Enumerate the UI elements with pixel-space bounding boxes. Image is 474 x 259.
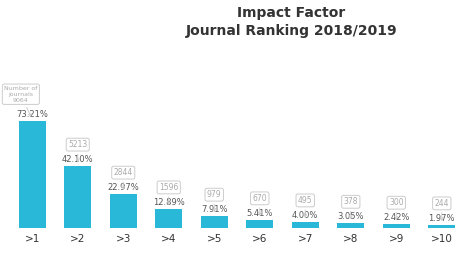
Text: 300: 300 — [389, 198, 403, 219]
Bar — [64, 166, 91, 228]
Bar — [246, 220, 273, 228]
Text: >4: >4 — [161, 234, 176, 244]
Text: 7.91%: 7.91% — [201, 205, 228, 214]
Text: Number of
journals
9064: Number of journals 9064 — [4, 86, 37, 116]
Text: >9: >9 — [389, 234, 404, 244]
Text: >3: >3 — [116, 234, 131, 244]
Text: 244: 244 — [435, 199, 449, 220]
Bar — [383, 224, 410, 228]
Text: 42.10%: 42.10% — [62, 155, 93, 164]
Text: 22.97%: 22.97% — [108, 183, 139, 192]
Text: 73.21%: 73.21% — [16, 110, 48, 119]
Bar — [201, 216, 228, 228]
Text: 5213: 5213 — [68, 140, 87, 161]
Bar — [18, 121, 46, 228]
Text: >7: >7 — [298, 234, 313, 244]
Text: 4.00%: 4.00% — [292, 211, 319, 220]
Bar — [155, 209, 182, 228]
Text: 670: 670 — [253, 194, 267, 215]
Text: 1596: 1596 — [159, 183, 178, 204]
Bar — [292, 222, 319, 228]
Text: 5.41%: 5.41% — [246, 209, 273, 218]
Bar — [109, 194, 137, 228]
Bar — [337, 224, 365, 228]
Text: 1.97%: 1.97% — [428, 214, 455, 223]
Text: >6: >6 — [252, 234, 267, 244]
Text: 3.05%: 3.05% — [337, 212, 364, 221]
Text: >10: >10 — [431, 234, 453, 244]
Text: >5: >5 — [207, 234, 222, 244]
Text: 378: 378 — [344, 197, 358, 219]
Text: Impact Factor
Journal Ranking 2018/2019: Impact Factor Journal Ranking 2018/2019 — [186, 6, 397, 38]
Text: 2.42%: 2.42% — [383, 213, 410, 222]
Text: 2844: 2844 — [114, 168, 133, 189]
Text: 495: 495 — [298, 196, 312, 217]
Text: >8: >8 — [343, 234, 358, 244]
Text: 979: 979 — [207, 190, 221, 211]
Text: 12.89%: 12.89% — [153, 198, 184, 207]
Bar — [428, 225, 456, 228]
Text: >2: >2 — [70, 234, 85, 244]
Text: >1: >1 — [25, 234, 40, 244]
